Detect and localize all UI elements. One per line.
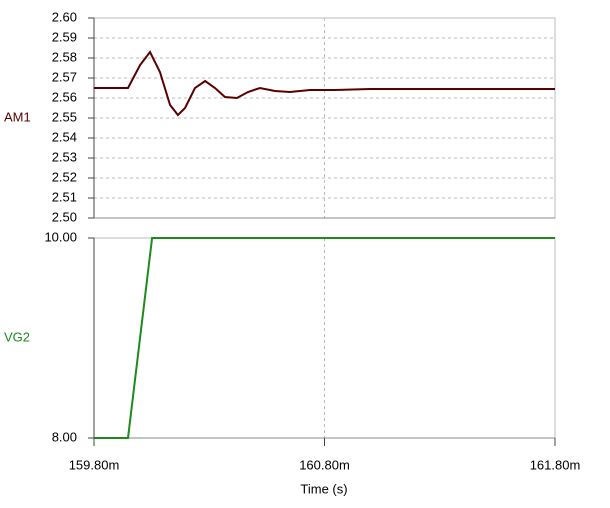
series-line	[94, 50, 555, 117]
series-line	[94, 237, 555, 439]
y-tick-label: 2.59	[52, 29, 77, 44]
y-tick-label: 8.00	[52, 429, 77, 444]
x-tick-label: 160.80m	[299, 457, 350, 472]
y-tick-label: 2.57	[52, 69, 77, 84]
y-tick-label: 2.54	[52, 129, 77, 144]
y-tick-label: 2.60	[52, 9, 77, 24]
y-tick-label: 2.56	[52, 89, 77, 104]
x-tick-label: 159.80m	[69, 457, 120, 472]
y-axis-label: AM1	[4, 109, 31, 124]
y-tick-label: 2.55	[52, 109, 77, 124]
y-tick-label: 10.00	[44, 229, 77, 244]
y-tick-label: 2.53	[52, 149, 77, 164]
y-tick-label: 2.58	[52, 49, 77, 64]
x-tick-label: 161.80m	[530, 457, 581, 472]
y-tick-label: 2.51	[52, 189, 77, 204]
x-axis-label: Time (s)	[300, 481, 347, 496]
y-axis-label: VG2	[4, 329, 30, 344]
y-tick-label: 2.50	[52, 209, 77, 224]
y-tick-label: 2.52	[52, 169, 77, 184]
